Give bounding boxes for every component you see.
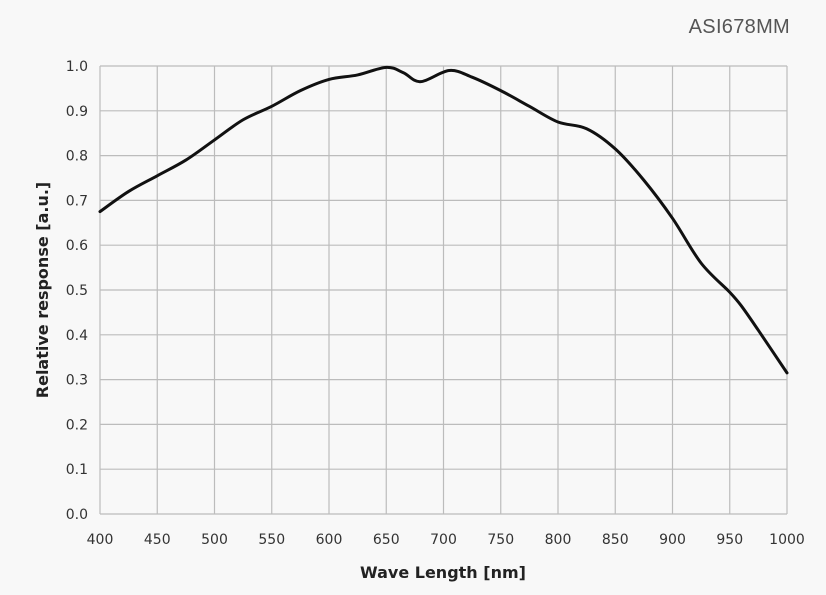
y-tick-label: 1.0 xyxy=(66,59,88,75)
x-tick-label: 800 xyxy=(545,532,572,548)
y-tick-label: 0.4 xyxy=(66,328,88,344)
x-tick-label: 650 xyxy=(373,532,400,548)
y-tick-label: 0.9 xyxy=(66,104,88,120)
y-tick-label: 0.5 xyxy=(66,283,88,299)
x-tick-label: 450 xyxy=(144,532,171,548)
y-tick-label: 0.8 xyxy=(66,149,88,165)
y-axis-ticks: 0.0 0.1 0.2 0.3 0.4 0.5 0.6 0.7 0.8 0.9 1.0 xyxy=(66,59,88,523)
y-tick-label: 0.6 xyxy=(66,238,88,254)
x-tick-label: 850 xyxy=(602,532,629,548)
x-tick-label: 950 xyxy=(716,532,743,548)
y-tick-label: 0.3 xyxy=(66,373,88,389)
x-tick-label: 750 xyxy=(487,532,514,548)
response-curve xyxy=(98,65,789,375)
x-axis-ticks: 400 450 500 550 600 650 700 750 800 850 900 950 1000 xyxy=(87,532,805,548)
chart-title: ASI678MM xyxy=(688,16,790,38)
x-tick-label: 400 xyxy=(87,532,114,548)
y-tick-label: 0.1 xyxy=(66,462,88,478)
y-tick-label: 0.0 xyxy=(66,507,88,523)
y-tick-label: 0.2 xyxy=(66,417,88,433)
x-tick-label: 550 xyxy=(258,532,285,548)
x-tick-label: 600 xyxy=(316,532,343,548)
x-tick-label: 900 xyxy=(659,532,686,548)
grid-lines xyxy=(99,65,788,515)
x-tick-label: 700 xyxy=(430,532,457,548)
x-tick-label: 1000 xyxy=(769,532,805,548)
x-axis-label: Wave Length [nm] xyxy=(360,563,526,582)
y-tick-label: 0.7 xyxy=(66,193,88,209)
y-axis-label: Relative response [a.u.] xyxy=(33,182,52,398)
x-tick-label: 500 xyxy=(201,532,228,548)
